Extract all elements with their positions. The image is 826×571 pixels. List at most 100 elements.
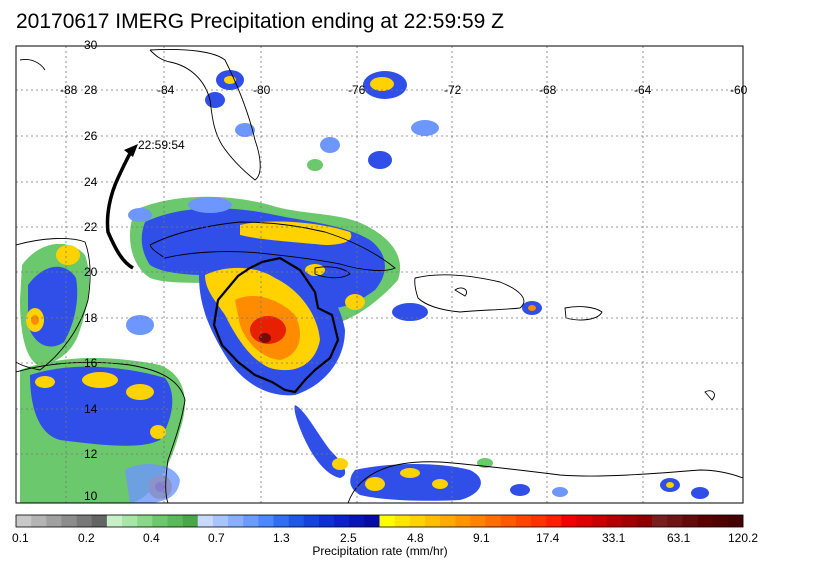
track-time-label: 22:59:54 [138,138,185,152]
colorbar-swatch [667,515,683,527]
lat-label: 28 [84,83,98,97]
colorbar [16,515,744,527]
colorbar-tick-label: 0.2 [78,531,95,545]
colorbar-swatch [470,515,486,527]
latitude-labels: 30 28 26 24 22 20 18 16 14 12 10 [84,38,98,503]
precipitation-field [20,70,709,503]
colorbar-tick-label: 0.4 [143,531,160,545]
colorbar-tick-label: 33.1 [602,531,626,545]
lat-label: 10 [84,489,98,503]
colorbar-tick-label: 1.3 [273,531,290,545]
colorbar-swatch [258,515,274,527]
colorbar-tick-labels: 0.1 0.2 0.4 0.7 1.3 2.5 4.8 9.1 17.4 33.… [12,531,758,545]
lon-label: -84 [157,83,175,97]
lon-label: -80 [253,83,271,97]
colorbar-swatch [379,515,395,527]
colorbar-swatch [591,515,607,527]
lat-label: 14 [84,402,98,416]
colorbar-swatch [561,515,577,527]
colorbar-swatch [500,515,517,527]
colorbar-swatch [349,515,365,527]
colorbar-swatch [606,515,623,527]
colorbar-swatch [106,515,123,527]
lat-label: 26 [84,129,98,143]
colorbar-swatch [91,515,108,527]
lon-label: -68 [539,83,557,97]
colorbar-swatch [76,515,93,527]
colorbar-swatch [31,515,47,527]
colorbar-swatch [621,515,638,527]
colorbar-swatch [152,515,168,527]
storm-boundary-outline [212,256,340,394]
colorbar-swatch [712,515,729,527]
coastlines [16,49,743,503]
colorbar-swatch [424,515,441,527]
colorbar-title: Precipitation rate (mm/hr) [312,544,447,558]
longitude-labels: -88 -84 -80 -76 -72 -68 -64 -60 [60,83,748,97]
colorbar-swatch [167,515,183,527]
lon-label: -88 [60,83,78,97]
colorbar-swatch [636,515,653,527]
colorbar-swatch [228,515,244,527]
south-america-coast [347,461,743,503]
colorbar-swatch [697,515,714,527]
colorbar-swatch [137,515,153,527]
colorbar-swatch [455,515,471,527]
lon-label: -64 [634,83,652,97]
colorbar-swatch [409,515,426,527]
lat-label: 20 [84,265,98,279]
colorbar-tick-label: 9.1 [473,531,490,545]
colorbar-swatch [364,515,380,527]
florida-coast [149,49,261,181]
colorbar-tick-label: 120.2 [728,531,758,545]
colorbar-swatch [546,515,562,527]
colorbar-swatch [530,515,547,527]
map-frame [15,45,744,504]
graticule [16,46,743,503]
colorbar-tick-label: 17.4 [536,531,560,545]
cuba-coast [149,221,396,271]
storm-track-line [105,147,135,270]
lat-label: 18 [84,311,98,325]
colorbar-swatch [212,515,229,527]
colorbar-swatch [122,515,138,527]
colorbar-swatch [182,515,199,527]
lat-label: 24 [84,175,98,189]
colorbar-swatch [515,515,532,527]
colorbar-swatch [303,515,320,527]
jamaica-coast [314,266,351,279]
lon-label: -76 [348,83,366,97]
colorbar-swatch [197,515,214,527]
lat-label: 30 [84,38,98,52]
hispaniola-coast [414,274,525,313]
map-title: 20170617 IMERG Precipitation ending at 2… [16,10,504,33]
colorbar-swatch [334,515,350,527]
colorbar-swatch [576,515,592,527]
colorbar-swatch [16,515,32,527]
central-america-coast [16,361,186,503]
colorbar-swatch [273,515,289,527]
colorbar-swatch [440,515,456,527]
colorbar-swatch [243,515,259,527]
colorbar-tick-label: 4.8 [407,531,424,545]
colorbar-swatch [394,515,411,527]
colorbar-swatch [485,515,501,527]
lat-label: 16 [84,356,98,370]
colorbar-swatch [727,515,744,527]
lon-label: -60 [730,83,748,97]
yucatan-coast [16,238,91,371]
colorbar-tick-label: 0.7 [208,531,225,545]
colorbar-swatch [288,515,305,527]
colorbar-swatch [652,515,668,527]
lat-label: 22 [84,220,98,234]
colorbar-swatch [682,515,698,527]
storm-track-arrow-icon [124,144,138,157]
colorbar-tick-label: 0.1 [12,531,29,545]
puerto-rico-coast [564,306,603,321]
rain-area-south-streak [294,405,346,478]
colorbar-frame [15,514,744,528]
colorbar-tick-label: 63.1 [667,531,691,545]
colorbar-tick-label: 2.5 [340,531,357,545]
lat-label: 12 [84,447,98,461]
